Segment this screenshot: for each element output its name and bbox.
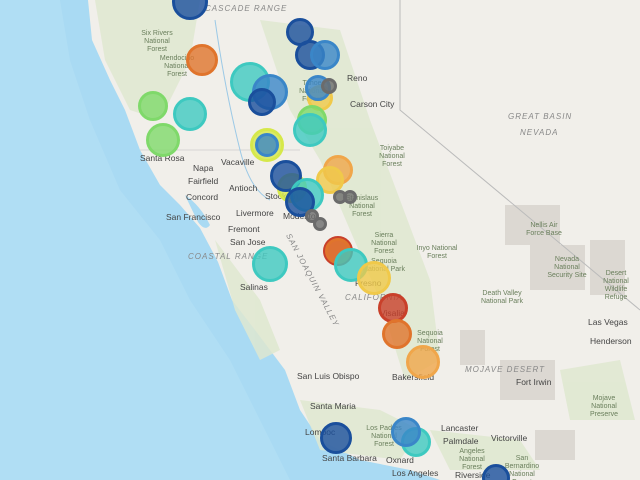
park-label: Death Valley National Park bbox=[480, 290, 524, 305]
station-marker-yellow[interactable] bbox=[316, 166, 344, 194]
region-label: CALIFORNIA bbox=[345, 293, 404, 302]
city-label: Santa Barbara bbox=[322, 453, 377, 463]
station-marker-gray[interactable] bbox=[313, 217, 327, 231]
city-label: San Francisco bbox=[166, 212, 221, 222]
station-marker-teal[interactable] bbox=[293, 113, 327, 147]
park-label: Inyo National Forest bbox=[416, 245, 458, 260]
station-marker-green[interactable] bbox=[138, 91, 168, 121]
city-label: Palmdale bbox=[443, 436, 479, 446]
station-marker-teal[interactable] bbox=[173, 97, 207, 131]
park-label: Angeles National Forest bbox=[459, 448, 485, 471]
park-label: Six Rivers National Forest bbox=[141, 30, 173, 53]
park-label: Los Padres National Forest bbox=[366, 425, 402, 448]
city-label: Concord bbox=[186, 192, 219, 202]
city-label: Bakersfield bbox=[392, 372, 435, 382]
station-marker-dark-blue[interactable] bbox=[482, 464, 510, 480]
city-label: Santa Rosa bbox=[140, 153, 185, 163]
station-marker-light-orange[interactable] bbox=[406, 345, 440, 379]
park-label: Mojave National Preserve bbox=[589, 395, 618, 418]
park-label: Mendocino National Forest bbox=[159, 55, 195, 78]
park-label: Desert National Wildlife Refuge bbox=[603, 270, 629, 301]
city-label: Livermore bbox=[236, 208, 274, 218]
city-label: Santa Maria bbox=[310, 401, 356, 411]
park-label: Toiyabe National Forest bbox=[379, 145, 405, 168]
park-label: Nevada National Security Site bbox=[547, 256, 587, 279]
station-marker-yellow[interactable] bbox=[357, 261, 391, 295]
station-marker-blue[interactable] bbox=[310, 40, 340, 70]
station-marker-orange[interactable] bbox=[382, 319, 412, 349]
station-marker-orange[interactable] bbox=[186, 44, 218, 76]
region-label: GREAT BASIN bbox=[508, 112, 573, 121]
city-label: Salinas bbox=[240, 282, 268, 292]
city-label: Henderson bbox=[590, 336, 632, 346]
city-label: Fairfield bbox=[188, 176, 219, 186]
station-marker-gray[interactable] bbox=[343, 190, 357, 204]
city-label: Vacaville bbox=[221, 157, 255, 167]
station-marker-blue[interactable] bbox=[391, 417, 421, 447]
city-label: Antioch bbox=[229, 183, 258, 193]
station-marker-dark-blue[interactable] bbox=[248, 88, 276, 116]
city-label: Carson City bbox=[350, 99, 395, 109]
city-label: San Luis Obispo bbox=[297, 371, 360, 381]
sf-bay bbox=[185, 195, 210, 228]
region-label: MOJAVE DESERT bbox=[465, 365, 545, 374]
park-label: Stanislaus National Forest bbox=[345, 195, 379, 218]
city-label: Fremont bbox=[228, 224, 260, 234]
city-label: Los Angeles bbox=[392, 468, 439, 478]
station-marker-gray[interactable] bbox=[321, 78, 337, 94]
city-label: Las Vegas bbox=[588, 317, 628, 327]
city-label: San Jose bbox=[230, 237, 266, 247]
city-label: Lancaster bbox=[441, 423, 479, 433]
region-label: CASCADE RANGE bbox=[205, 4, 288, 13]
city-label: Napa bbox=[193, 163, 214, 173]
city-label: Fort Irwin bbox=[516, 377, 552, 387]
park-label: Nellis Air Force Base bbox=[526, 222, 562, 237]
station-marker-dark-blue[interactable] bbox=[320, 422, 352, 454]
station-marker-teal[interactable] bbox=[252, 246, 288, 282]
station-marker-blue[interactable] bbox=[255, 133, 279, 157]
city-label: Riverside bbox=[455, 470, 491, 480]
city-label: Reno bbox=[347, 73, 368, 83]
region-label: NEVADA bbox=[520, 128, 559, 137]
city-label: Victorville bbox=[491, 433, 528, 443]
region-label: COASTAL RANGE bbox=[188, 252, 269, 261]
park-label: Sierra National Forest bbox=[371, 232, 397, 255]
city-label: Oxnard bbox=[386, 455, 414, 465]
station-marker-green[interactable] bbox=[146, 123, 180, 157]
